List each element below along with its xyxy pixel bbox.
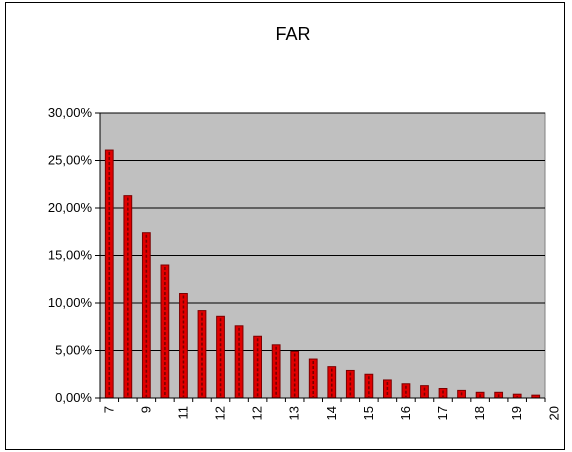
x-tick-label: 18	[472, 406, 487, 420]
y-tick-label: 15,00%	[48, 248, 93, 263]
x-tick-label: 17	[435, 406, 450, 420]
y-axis: 0,00% 5,00% 10,00% 15,00% 20,00% 25,00% 30,00%	[48, 105, 101, 405]
bar	[420, 385, 429, 399]
x-axis: 7 9 11 12 12 13 14 15 16 17 18 19 20	[99, 397, 561, 420]
x-tick-label: 7	[101, 406, 116, 413]
y-tick-label: 25,00%	[48, 153, 93, 168]
x-tick-label: 13	[287, 406, 302, 420]
y-tick-label: 0,00%	[55, 390, 92, 405]
y-tick-label: 30,00%	[48, 105, 93, 120]
y-tick-label: 10,00%	[48, 295, 93, 310]
x-tick-label: 11	[175, 406, 190, 420]
y-tick-label: 20,00%	[48, 200, 93, 215]
x-tick-label: 14	[324, 406, 339, 420]
bar	[123, 195, 133, 399]
chart-title: FAR	[275, 24, 310, 44]
x-tick-label: 20	[546, 406, 561, 420]
x-tick-label: 19	[509, 406, 524, 420]
x-tick-label: 15	[361, 406, 376, 420]
x-tick-label: 16	[398, 406, 413, 420]
bars	[104, 149, 541, 399]
x-tick-label: 12	[250, 406, 265, 420]
gridlines	[100, 112, 545, 351]
x-tick-label: 12	[213, 406, 228, 420]
bar	[234, 325, 244, 399]
bar	[512, 393, 522, 399]
y-tick-label: 5,00%	[55, 343, 92, 358]
x-tick-label: 9	[138, 406, 153, 413]
